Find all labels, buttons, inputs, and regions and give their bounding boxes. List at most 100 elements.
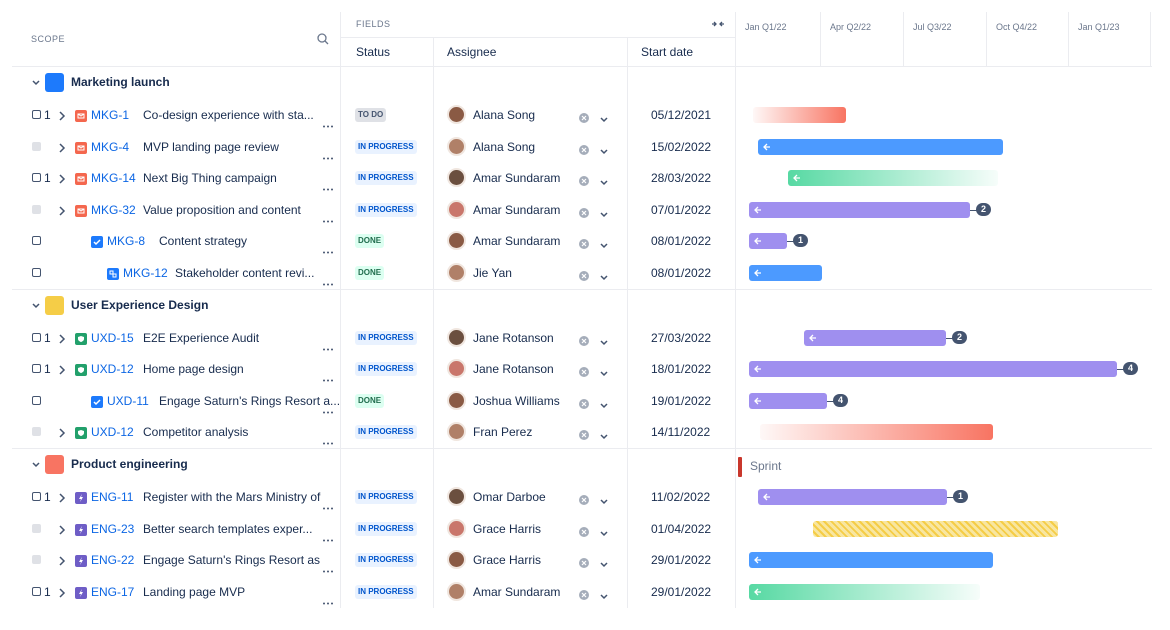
issue-key[interactable]: UXD-12 <box>91 425 134 440</box>
assignee-chevron[interactable] <box>599 525 609 543</box>
column-header: Assignee <box>447 45 497 59</box>
issue-key[interactable]: MKG-1 <box>91 108 130 122</box>
assignee-chevron[interactable] <box>599 111 609 129</box>
clear-icon[interactable] <box>579 555 589 573</box>
row-chevron[interactable] <box>58 172 66 190</box>
row-chevron[interactable] <box>58 141 66 159</box>
clear-icon[interactable] <box>579 268 589 286</box>
checkbox[interactable] <box>32 141 41 151</box>
checkbox[interactable] <box>32 236 41 246</box>
issue-key[interactable]: UXD-15 <box>91 330 134 345</box>
avatar <box>447 327 466 347</box>
issue-key[interactable]: MKG-14 <box>91 171 136 186</box>
issue-icon <box>75 172 87 190</box>
issue-key[interactable]: ENG-11 <box>91 490 134 504</box>
clear-icon[interactable] <box>579 396 589 414</box>
assignee-chevron[interactable] <box>599 174 609 192</box>
issue-key[interactable]: ENG-22 <box>91 553 135 568</box>
more-icon[interactable] <box>323 210 333 228</box>
issue-key[interactable]: MKG-32 <box>91 202 136 217</box>
issue-key[interactable]: MKG-4 <box>91 139 130 154</box>
more-icon[interactable] <box>323 241 333 259</box>
clear-icon[interactable] <box>579 333 589 351</box>
issue-key[interactable]: ENG-23 <box>91 521 135 536</box>
row-chevron[interactable] <box>58 109 66 127</box>
checkbox[interactable] <box>32 586 41 596</box>
clear-icon[interactable] <box>579 492 589 510</box>
more-icon[interactable] <box>323 147 333 165</box>
more-icon[interactable] <box>323 592 333 610</box>
checkbox[interactable] <box>32 523 41 533</box>
clear-icon[interactable] <box>579 236 589 254</box>
assignee-chevron[interactable] <box>599 237 609 255</box>
checkbox[interactable] <box>32 555 41 565</box>
more-icon[interactable] <box>323 497 333 515</box>
assignee-chevron[interactable] <box>599 269 609 287</box>
checkbox[interactable] <box>32 395 41 405</box>
dependency-badge[interactable]: 2 <box>976 202 991 216</box>
assignee-chevron[interactable] <box>599 206 609 224</box>
group-chevron[interactable] <box>31 299 41 317</box>
header-divider <box>12 66 1152 67</box>
dependency-badge[interactable]: 4 <box>1123 362 1138 376</box>
more-icon[interactable] <box>323 560 333 578</box>
assignee-chevron[interactable] <box>599 588 609 606</box>
checkbox[interactable] <box>32 427 41 437</box>
row-chevron[interactable] <box>58 554 66 572</box>
assignee-chevron[interactable] <box>599 397 609 415</box>
row-chevron[interactable] <box>58 332 66 350</box>
checkbox[interactable] <box>32 492 41 501</box>
more-icon[interactable] <box>323 115 333 133</box>
search-icon[interactable] <box>317 33 329 45</box>
issue-key[interactable]: UXD-11 <box>107 393 149 408</box>
checkbox[interactable] <box>32 268 41 277</box>
checkbox[interactable] <box>32 332 41 342</box>
more-icon[interactable] <box>323 369 333 387</box>
issue-key[interactable]: ENG-17 <box>91 584 135 599</box>
clear-icon[interactable] <box>579 524 589 542</box>
clear-icon[interactable] <box>579 205 589 223</box>
row-chevron[interactable] <box>58 523 66 541</box>
dependency-badge[interactable]: 1 <box>793 234 808 248</box>
row-chevron[interactable] <box>58 363 66 381</box>
dependency-badge[interactable]: 4 <box>833 393 848 407</box>
assignee-chevron[interactable] <box>599 556 609 574</box>
collapse-icon[interactable] <box>711 19 725 29</box>
checkbox[interactable] <box>32 364 41 374</box>
checkbox[interactable] <box>32 173 41 183</box>
more-icon[interactable] <box>323 178 333 196</box>
dependency-badge[interactable]: 2 <box>952 330 967 344</box>
row-chevron[interactable] <box>58 426 66 444</box>
dependency-badge[interactable]: 1 <box>953 490 968 503</box>
assignee-chevron[interactable] <box>599 428 609 446</box>
row-chevron[interactable] <box>58 491 66 509</box>
more-icon[interactable] <box>323 432 333 450</box>
issue-key[interactable]: UXD-12 <box>91 362 134 377</box>
clear-icon[interactable] <box>579 364 589 382</box>
issue-key[interactable]: MKG-8 <box>107 234 146 249</box>
clear-icon[interactable] <box>579 587 589 605</box>
checkbox[interactable] <box>32 204 41 214</box>
clear-icon[interactable] <box>579 142 589 160</box>
row-chevron[interactable] <box>58 204 66 222</box>
clear-icon[interactable] <box>579 427 589 445</box>
more-icon[interactable] <box>323 401 333 419</box>
more-icon[interactable] <box>323 529 333 547</box>
issue-key[interactable]: MKG-12 <box>123 266 168 280</box>
start-date: 08/01/2022 <box>651 266 712 280</box>
more-icon[interactable] <box>323 338 333 356</box>
assignee-chevron[interactable] <box>599 493 609 511</box>
clear-icon[interactable] <box>579 173 589 191</box>
group-chevron[interactable] <box>31 76 41 94</box>
status-lozenge: IN PROGRESS <box>355 362 417 377</box>
assignee-chevron[interactable] <box>599 143 609 161</box>
assignee-chevron[interactable] <box>599 334 609 352</box>
more-icon[interactable] <box>323 273 333 291</box>
row-chevron[interactable] <box>58 586 66 604</box>
group-chevron[interactable] <box>31 458 41 476</box>
checkbox[interactable] <box>32 110 41 119</box>
clear-icon[interactable] <box>579 110 589 128</box>
assignee-chevron[interactable] <box>599 365 609 383</box>
assignee-name: Omar Darboe <box>473 490 546 504</box>
